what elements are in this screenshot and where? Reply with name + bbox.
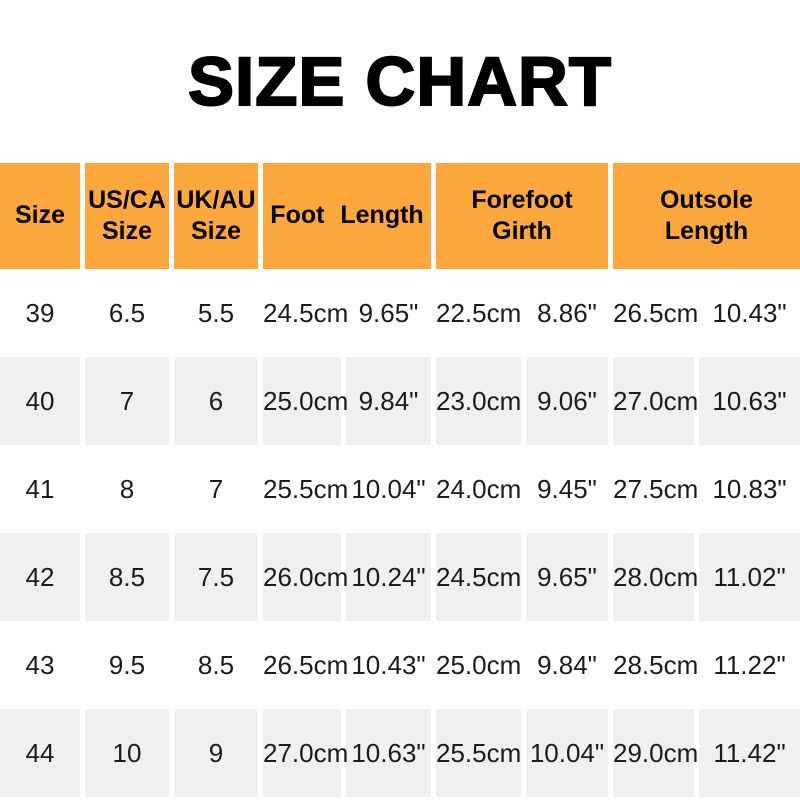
table-cell: 5.5 (174, 269, 258, 357)
header-cell-outsole-length: Outsole Length (613, 163, 800, 269)
table-header-row: Size US/CA Size UK/AU Size Foot Length Foref… (0, 163, 800, 269)
table-cell: 9.45" (526, 445, 608, 533)
table-cell: 9.65" (346, 269, 431, 357)
table-cell: 25.5cm (436, 709, 521, 797)
table-cell: 26.5cm (613, 269, 698, 357)
table-cell: 24.0cm (436, 445, 521, 533)
table-row: 40 7 6 25.0cm 9.84" 23.0cm 9.06" 27.0cm 10.63" (0, 357, 800, 445)
table-cell: 42 (0, 533, 80, 621)
header-cell-us-ca-size: US/CA Size (85, 163, 169, 269)
table-cell: 44 (0, 709, 80, 797)
table-cell: 24.5cm (263, 269, 348, 357)
table-cell: 6.5 (85, 269, 169, 357)
table-row: 43 9.5 8.5 26.5cm 10.43" 25.0cm 9.84" 28.5cm 11.… (0, 621, 800, 709)
table-cell: 8.86" (526, 269, 608, 357)
table-cell: 10.83" (699, 445, 800, 533)
table-cell: 8 (85, 445, 169, 533)
table-cell: 9.65" (526, 533, 608, 621)
table-cell: 43 (0, 621, 80, 709)
table-cell: 10.63" (699, 357, 800, 445)
table-cell: 28.5cm (613, 621, 698, 709)
table-cell: 10.43" (346, 621, 431, 709)
table-cell: 11.22" (699, 621, 800, 709)
table-cell: 10.04" (526, 709, 608, 797)
header-cell-size: Size (0, 163, 80, 269)
table-cell: 9.5 (85, 621, 169, 709)
table-cell: 25.0cm (436, 621, 521, 709)
table-cell: 26.0cm (263, 533, 348, 621)
table-cell: 10 (85, 709, 169, 797)
table-cell: 9.06" (526, 357, 608, 445)
table-cell: 25.5cm (263, 445, 348, 533)
table-body: 39 6.5 5.5 24.5cm 9.65" 22.5cm 8.86" 26.5cm 10.4… (0, 269, 800, 797)
table-head: Size US/CA Size UK/AU Size Foot Length Foref… (0, 163, 800, 269)
table-row: 42 8.5 7.5 26.0cm 10.24" 24.5cm 9.65" 28.0cm 11.… (0, 533, 800, 621)
table-cell: 10.24" (346, 533, 431, 621)
table-cell: 22.5cm (436, 269, 521, 357)
table-row: 44 10 9 27.0cm 10.63" 25.5cm 10.04" 29.0cm 11.42… (0, 709, 800, 797)
table-cell: 27.5cm (613, 445, 698, 533)
table-cell: 40 (0, 357, 80, 445)
header-cell-forefoot-girth: Forefoot Girth (436, 163, 608, 269)
table-cell: 7.5 (174, 533, 258, 621)
table-cell: 8.5 (174, 621, 258, 709)
page-title: SIZE CHART (187, 42, 612, 121)
table-cell: 10.04" (346, 445, 431, 533)
table-row: 39 6.5 5.5 24.5cm 9.65" 22.5cm 8.86" 26.5cm 10.4… (0, 269, 800, 357)
table-cell: 26.5cm (263, 621, 348, 709)
table-cell: 39 (0, 269, 80, 357)
table-cell: 41 (0, 445, 80, 533)
table-cell: 11.02" (699, 533, 800, 621)
table-cell: 10.63" (346, 709, 431, 797)
table-cell: 9.84" (346, 357, 431, 445)
table-row: 41 8 7 25.5cm 10.04" 24.0cm 9.45" 27.5cm 10.83" (0, 445, 800, 533)
table-cell: 11.42" (699, 709, 800, 797)
size-chart-table: Size US/CA Size UK/AU Size Foot Length Foref… (0, 163, 800, 797)
table-cell: 9.84" (526, 621, 608, 709)
table-cell: 6 (174, 357, 258, 445)
table-cell: 27.0cm (263, 709, 348, 797)
table-cell: 10.43" (699, 269, 800, 357)
table-cell: 24.5cm (436, 533, 521, 621)
table-cell: 7 (174, 445, 258, 533)
header-cell-uk-au-size: UK/AU Size (174, 163, 258, 269)
table-cell: 8.5 (85, 533, 169, 621)
table-cell: 7 (85, 357, 169, 445)
table-cell: 27.0cm (613, 357, 698, 445)
table-cell: 9 (174, 709, 258, 797)
table-cell: 23.0cm (436, 357, 521, 445)
table-cell: 25.0cm (263, 357, 348, 445)
header-cell-foot-length: Foot Length (263, 163, 431, 269)
table-cell: 29.0cm (613, 709, 698, 797)
table-cell: 28.0cm (613, 533, 698, 621)
